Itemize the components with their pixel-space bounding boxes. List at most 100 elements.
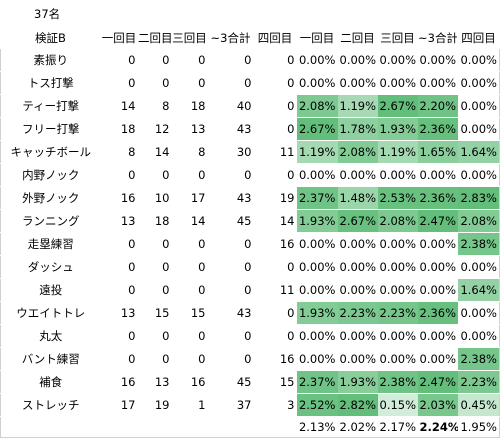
cell: 2.53% <box>377 186 418 210</box>
data-row: ランニング 13 18 14 45 14 1.93% 2.67% 2.08% 2.47% 2.08% <box>1 209 500 233</box>
cell: 8 <box>198 145 206 159</box>
cell: 19 <box>154 398 170 412</box>
cell: 13 <box>120 306 136 320</box>
cell: 0.00% <box>417 163 458 187</box>
cell: 0.00% <box>377 163 418 187</box>
cell: 0.00% <box>457 48 500 72</box>
cell: 0 <box>244 352 252 366</box>
cell: 0 <box>128 76 136 90</box>
cell: 16 <box>279 237 295 251</box>
cell: 16 <box>120 191 136 205</box>
cell: 0.00% <box>417 278 458 302</box>
cell: 2.36% <box>417 301 458 325</box>
cell: 0.00% <box>417 255 458 279</box>
cell: 0 <box>128 260 136 274</box>
cell: 0 <box>162 168 170 182</box>
cell: 10 <box>154 191 170 205</box>
cell: 14 <box>120 99 136 113</box>
cell: 0 <box>244 53 252 67</box>
cell: 0.00% <box>337 163 378 187</box>
cell: 2.23% <box>377 301 418 325</box>
spacer <box>254 417 297 438</box>
header-cell: ~3合計 <box>418 31 458 45</box>
cell: 0.00% <box>337 347 378 371</box>
header-row: 検証B 一回目 二回目 三回目 ~3合計 四回目 一回目 二回目 三回目 ~3合計 四回目 <box>1 28 500 49</box>
cell: 2.83% <box>457 186 500 210</box>
row-label: トス打撃 <box>27 76 74 90</box>
header-cell: 二回目 <box>340 31 375 45</box>
row-label: バント練習 <box>21 352 80 366</box>
data-row: ウエイトトレ 13 15 15 43 0 1.93% 2.23% 2.23% 2.36% 0.00% <box>1 301 500 325</box>
cell: 0 <box>128 53 136 67</box>
caption: 37名 <box>34 7 61 21</box>
cell: 0.00% <box>457 117 500 141</box>
header-cell: ~3合計 <box>210 31 251 45</box>
cell: 0 <box>162 237 170 251</box>
cell: 30 <box>236 145 252 159</box>
row-label: キャッチボール <box>10 145 92 159</box>
cell: 0.00% <box>337 324 378 348</box>
cell: 0 <box>287 329 295 343</box>
footer-cell: 2.02% <box>339 420 377 434</box>
header-cell: 一回目 <box>299 31 335 45</box>
cell: 0.00% <box>457 255 500 279</box>
cell: 2.03% <box>417 393 458 417</box>
cell: 0.00% <box>377 71 418 95</box>
cell: 0.00% <box>457 71 500 95</box>
footer-cell: 2.24% <box>419 420 458 434</box>
header-cell: 検証B <box>35 31 66 45</box>
cell: 0.00% <box>337 71 378 95</box>
cell: 14 <box>190 214 206 228</box>
cell: 0.00% <box>417 347 458 371</box>
header-cell: 一回目 <box>101 31 137 45</box>
cell: 0.00% <box>377 278 418 302</box>
spacer <box>172 417 208 438</box>
cell: 1.93% <box>296 209 338 233</box>
cell: 1.19% <box>377 140 418 164</box>
cell: 0 <box>244 329 252 343</box>
cell: 0.00% <box>457 163 500 187</box>
cell: 0.00% <box>296 232 338 256</box>
cell: 0.00% <box>417 48 458 72</box>
data-row: 補食 16 13 16 45 15 2.37% 1.93% 2.38% 2.47% 2.23% <box>1 370 500 394</box>
cell: 2.36% <box>417 186 458 210</box>
cell: 0.00% <box>457 324 500 348</box>
data-row: 走塁練習 0 0 0 0 16 0.00% 0.00% 0.00% 0.00% 2.38% <box>1 232 500 256</box>
cell: 45 <box>236 214 252 228</box>
cell: 2.08% <box>337 140 378 164</box>
data-row: 外野ノック 16 10 17 43 19 2.37% 1.48% 2.53% 2.36% 2.83% <box>1 186 500 210</box>
cell: 3 <box>287 398 295 412</box>
cell: 2.67% <box>296 117 338 141</box>
cell: 45 <box>236 375 252 389</box>
cell: 0 <box>128 283 136 297</box>
footer-cell: 2.13% <box>298 420 336 434</box>
cell: 8 <box>162 99 170 113</box>
header-cell: 二回目 <box>138 31 172 45</box>
cell: 0.00% <box>337 255 378 279</box>
cell: 2.47% <box>417 209 458 233</box>
cell: 16 <box>279 352 295 366</box>
cell: 43 <box>236 122 252 136</box>
row-label: 走塁練習 <box>27 237 74 251</box>
cell: 0 <box>198 237 206 251</box>
cell: 12 <box>154 122 170 136</box>
cell: 17 <box>120 398 136 412</box>
cell: 18 <box>154 214 170 228</box>
cell: 0.00% <box>296 324 338 348</box>
cell: 0.00% <box>337 48 378 72</box>
cell: 1.93% <box>337 370 378 394</box>
cell: 37 <box>236 398 252 412</box>
cell: 0.00% <box>377 255 418 279</box>
cell: 0.45% <box>457 393 500 417</box>
cell: 0.00% <box>296 255 338 279</box>
cell: 2.38% <box>457 232 500 256</box>
cell: 1.64% <box>457 278 500 302</box>
cell: 0 <box>128 168 136 182</box>
cell: 0 <box>287 306 295 320</box>
cell: 0.00% <box>417 232 458 256</box>
cell: 11 <box>279 283 295 297</box>
cell: 1.93% <box>296 301 338 325</box>
cell: 0.15% <box>377 393 418 417</box>
cell: 1.78% <box>337 117 378 141</box>
footer-cell: 2.17% <box>379 420 417 434</box>
